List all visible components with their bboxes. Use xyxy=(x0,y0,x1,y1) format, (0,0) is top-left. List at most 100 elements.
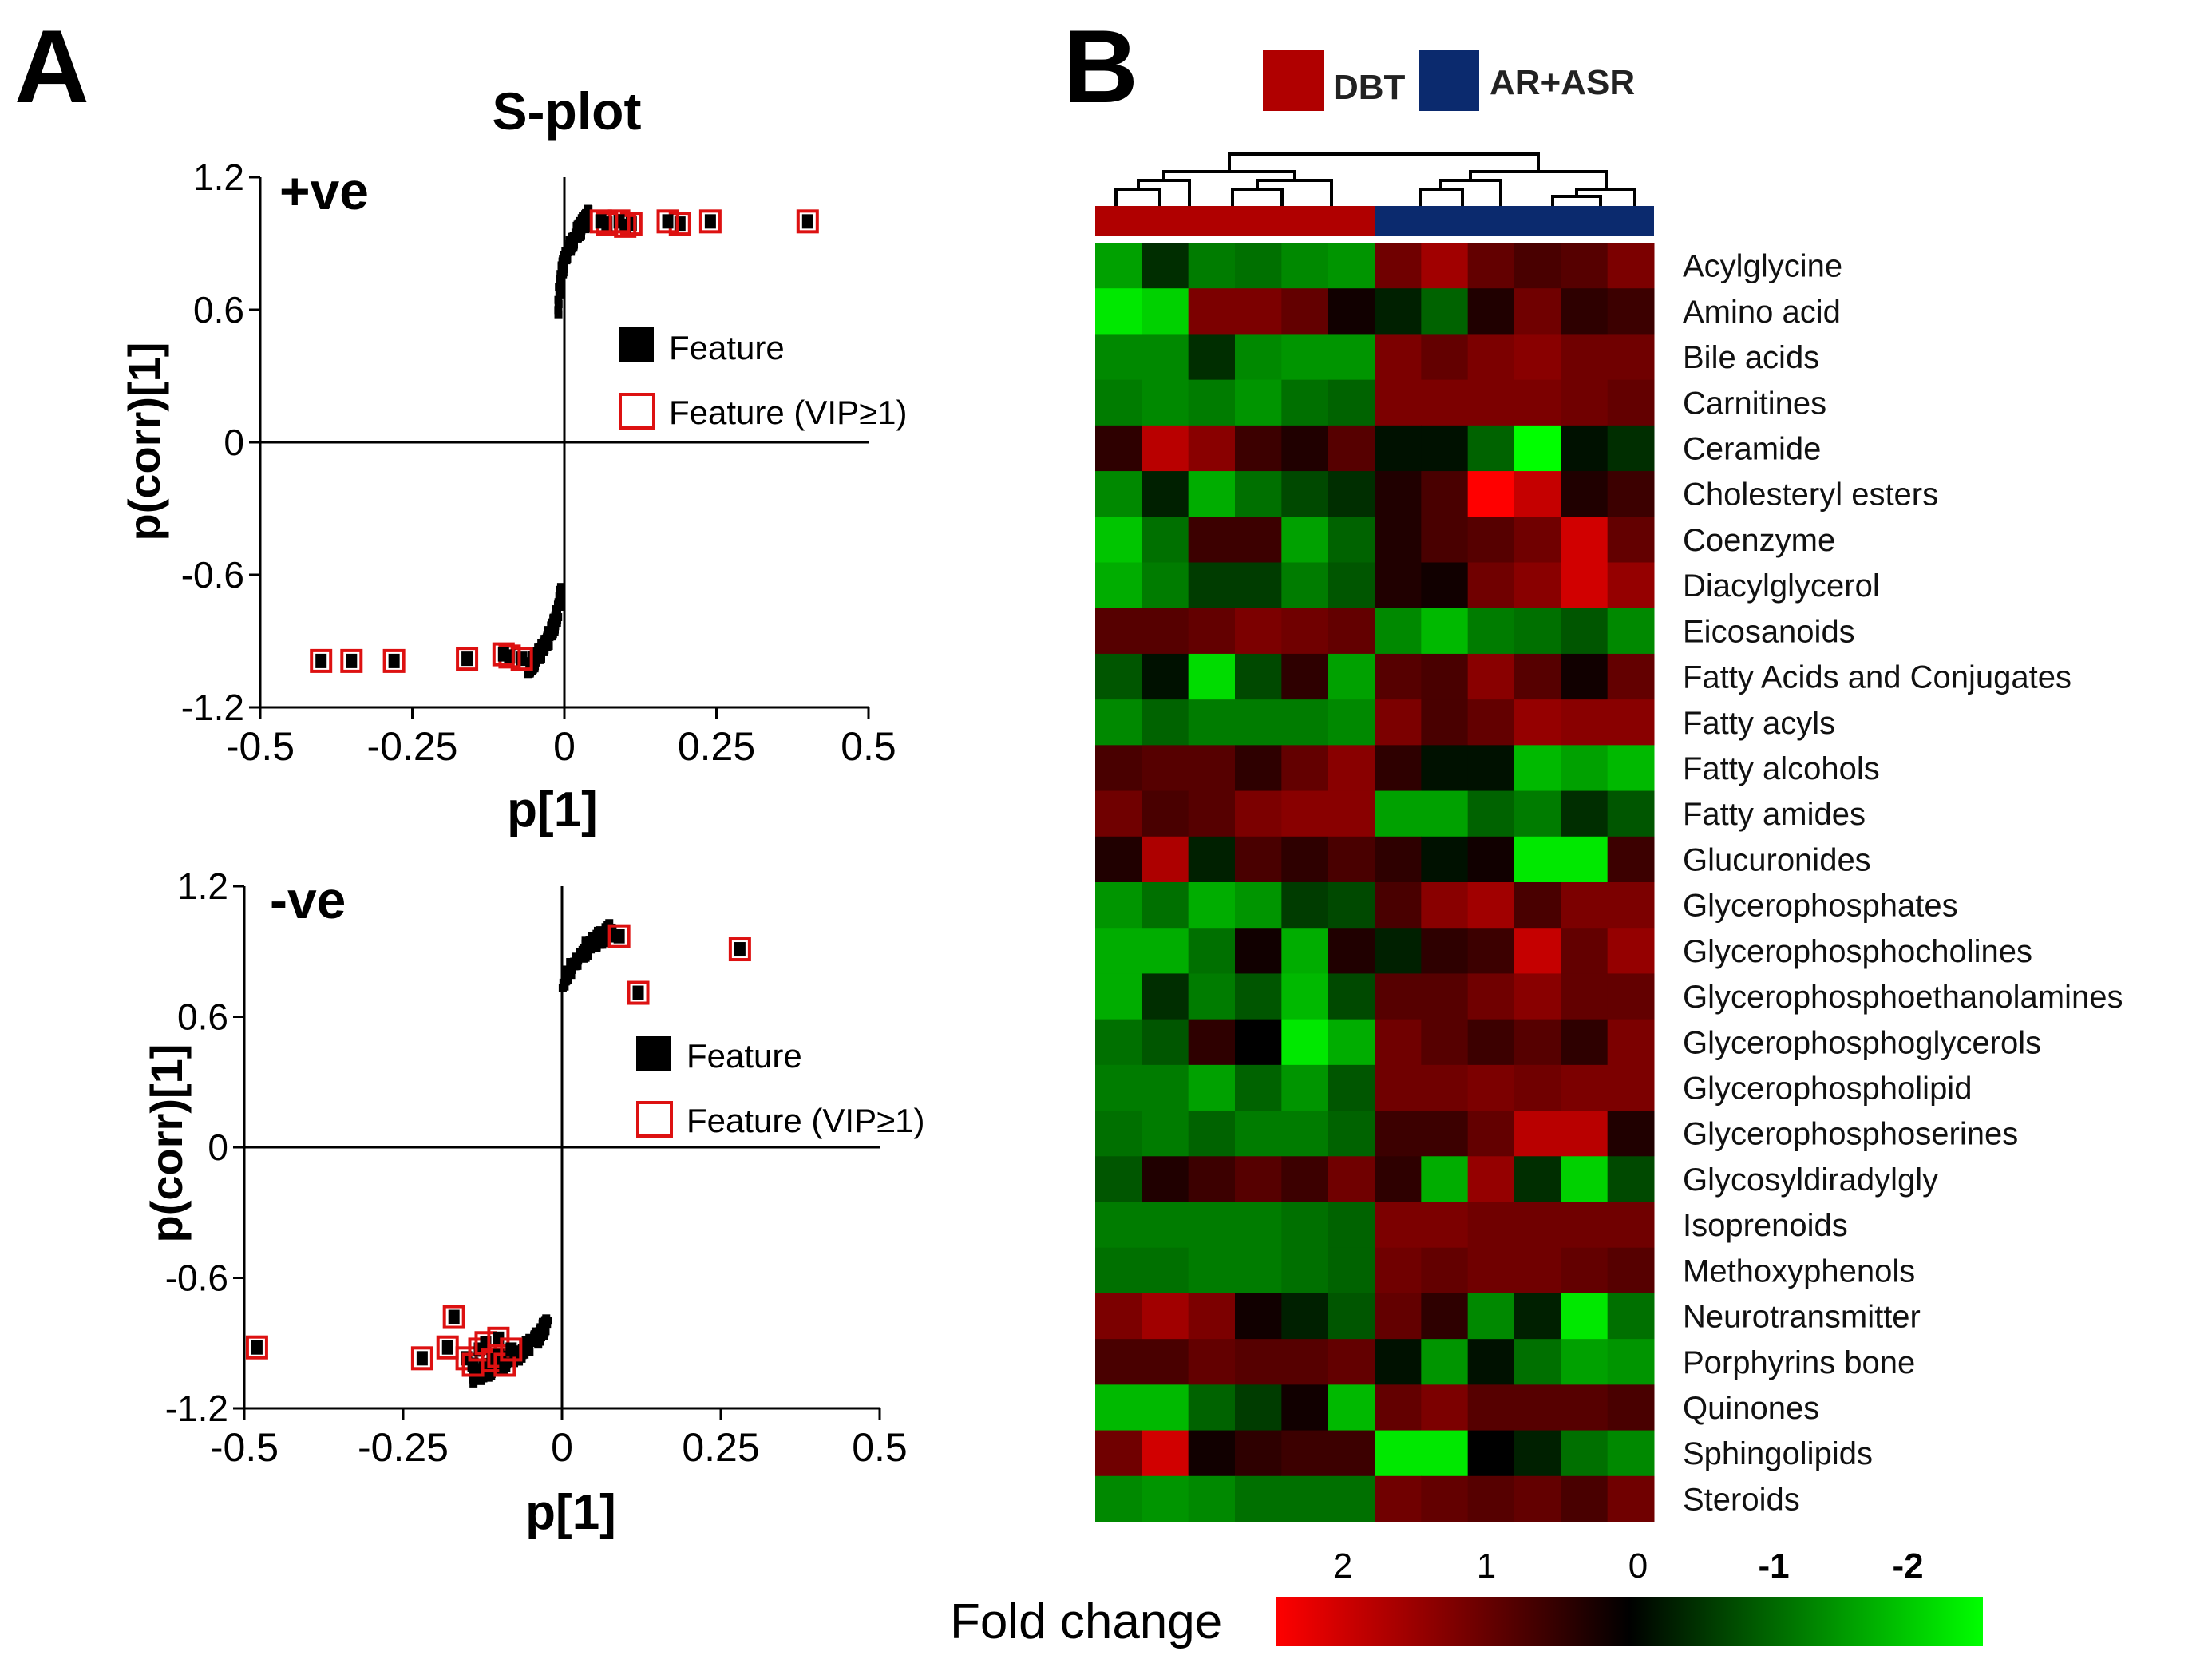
heatmap-cell xyxy=(1607,425,1655,472)
heatmap-cell xyxy=(1421,243,1469,289)
vip-point xyxy=(698,209,722,234)
heatmap-cell xyxy=(1421,1064,1469,1111)
heatmap-cell xyxy=(1467,745,1515,792)
vip-point-core xyxy=(632,985,644,1000)
feature-point xyxy=(555,290,564,299)
vip-point xyxy=(500,1337,523,1362)
heatmap-cell xyxy=(1281,882,1329,929)
vip-point xyxy=(796,209,819,234)
heatmap-cell xyxy=(1142,1247,1189,1294)
heatmap-row-label: Fatty acyls xyxy=(1683,706,1835,741)
heatmap-cell xyxy=(1328,471,1375,517)
heatmap-cell xyxy=(1188,745,1236,792)
heatmap-cell xyxy=(1188,836,1236,883)
heatmap-cell xyxy=(1142,1475,1189,1522)
heatmap-cell xyxy=(1188,1475,1236,1522)
heatmap-cell xyxy=(1281,517,1329,563)
feature-point xyxy=(555,597,564,606)
vip-point-core xyxy=(346,653,358,668)
heatmap-cell xyxy=(1281,425,1329,472)
heatmap-cell xyxy=(1142,334,1189,381)
feature-point xyxy=(603,925,611,934)
vip-point xyxy=(728,937,751,962)
heatmap-cell xyxy=(1514,1475,1561,1522)
heatmap-row-label: Fatty alcohols xyxy=(1683,751,1880,786)
heatmap-cell xyxy=(1328,790,1375,837)
heatmap-cell xyxy=(1421,745,1469,792)
vip-point-core xyxy=(388,653,400,668)
heatmap-row-label: Methoxyphenols xyxy=(1683,1253,1915,1289)
heatmap-cell xyxy=(1467,562,1515,609)
y-tick-label: 1.2 xyxy=(193,156,244,198)
heatmap-cell xyxy=(1235,517,1282,563)
heatmap-cell xyxy=(1188,928,1236,974)
feature-point xyxy=(592,929,601,938)
heatmap-cell xyxy=(1607,1293,1655,1340)
vip-point-core xyxy=(315,653,327,668)
splot-title: S-plot xyxy=(493,81,642,141)
heatmap-cell xyxy=(1235,882,1282,929)
heatmap-cell xyxy=(1467,1111,1515,1157)
heatmap-cell xyxy=(1375,425,1422,472)
heatmap-cell xyxy=(1188,1247,1236,1294)
heatmap-cell xyxy=(1235,1384,1282,1431)
heatmap-cell xyxy=(1375,790,1422,837)
heatmap-cell xyxy=(1467,882,1515,929)
heatmap-cell xyxy=(1607,1384,1655,1431)
heatmap-cell xyxy=(1235,1475,1282,1522)
heatmap-cell xyxy=(1188,243,1236,289)
vip-point xyxy=(245,1335,268,1360)
feature-point xyxy=(567,967,576,976)
heatmap-cell xyxy=(1142,1384,1189,1431)
feature-point xyxy=(487,1372,496,1380)
feature-point xyxy=(554,300,563,309)
heatmap-cell xyxy=(1328,1384,1375,1431)
y-tick-label: 0 xyxy=(224,422,244,463)
heatmap-cell xyxy=(1607,973,1655,1020)
heatmap-cell xyxy=(1188,288,1236,335)
vip-point xyxy=(382,648,406,673)
heatmap-cell xyxy=(1281,1384,1329,1431)
heatmap-cell xyxy=(1421,1384,1469,1431)
splot-negative-ticks: 1.2 0.6 0 -0.6 -1.2-0.5 -0.25 0 0.25 0.5 xyxy=(165,865,908,1470)
heatmap-cell xyxy=(1467,379,1515,426)
heatmap-cell xyxy=(1421,1202,1469,1249)
heatmap-cell xyxy=(1235,1019,1282,1066)
heatmap-cell xyxy=(1281,471,1329,517)
heatmap-cell xyxy=(1607,1111,1655,1157)
heatmap-cell xyxy=(1281,790,1329,837)
x-tick-label: 0.25 xyxy=(678,724,755,769)
heatmap-cell xyxy=(1421,790,1469,837)
heatmap-cell xyxy=(1421,562,1469,609)
feature-point xyxy=(580,944,589,953)
heatmap-cell xyxy=(1142,1202,1189,1249)
heatmap-cell xyxy=(1328,1293,1375,1340)
heatmap-cell xyxy=(1514,790,1561,837)
heatmap-cell xyxy=(1281,1293,1329,1340)
heatmap-cell xyxy=(1375,471,1422,517)
heatmap-cell xyxy=(1375,653,1422,700)
heatmap-cell xyxy=(1375,1339,1422,1385)
heatmap-cell xyxy=(1514,1156,1561,1202)
heatmap-cell xyxy=(1188,471,1236,517)
legend-ar-asr-label: AR+ASR xyxy=(1490,63,1635,102)
mode-label-negative: -ve xyxy=(270,870,346,929)
heatmap-cell xyxy=(1188,653,1236,700)
heatmap-cell xyxy=(1561,288,1609,335)
heatmap-cell xyxy=(1328,928,1375,974)
feature-point xyxy=(536,653,545,662)
heatmap-cell xyxy=(1142,1111,1189,1157)
heatmap-cell xyxy=(1607,288,1655,335)
y-tick-label: 0.6 xyxy=(177,996,228,1038)
heatmap-cell xyxy=(1607,1247,1655,1294)
splot-positive-ticks: 1.2 0.6 0 -0.6 -1.2-0.5 -0.25 0 0.25 0.5 xyxy=(181,156,896,769)
heatmap-cell xyxy=(1235,1111,1282,1157)
group-legend: DBT AR+ASR xyxy=(1263,50,1635,111)
heatmap-cell xyxy=(1328,1247,1375,1294)
heatmap-cell xyxy=(1561,608,1609,655)
heatmap-cell xyxy=(1095,790,1142,837)
mode-label-positive: +ve xyxy=(279,161,369,220)
heatmap-cell xyxy=(1421,1430,1469,1477)
heatmap-cell xyxy=(1188,1339,1236,1385)
x-tick-label: -0.5 xyxy=(210,1425,279,1470)
